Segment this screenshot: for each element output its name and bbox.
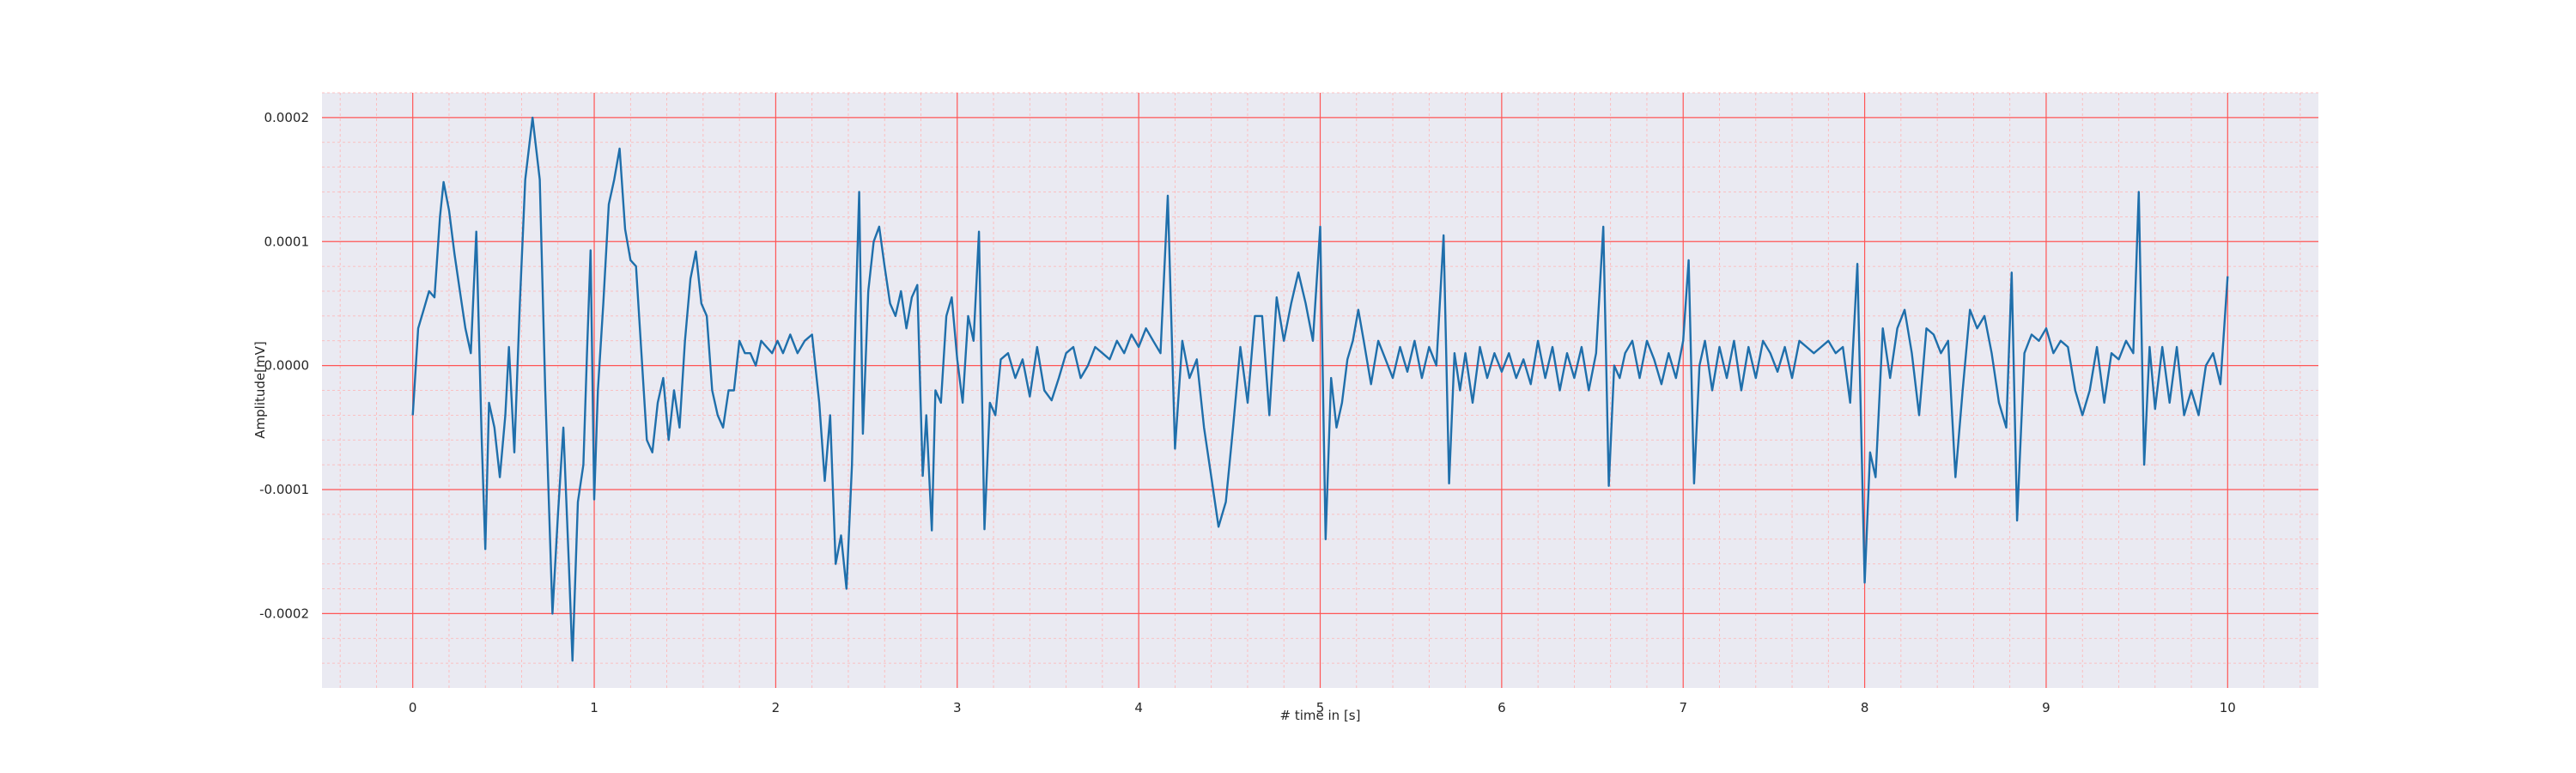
x-tick-label: 10	[2220, 700, 2236, 715]
y-tick-label: 0.0000	[264, 358, 310, 374]
x-tick-label: 0	[409, 700, 417, 715]
y-tick-label: 0.0001	[264, 234, 310, 249]
x-axis-label: # time in [s]	[1280, 708, 1361, 723]
minor-grid	[322, 92, 2318, 688]
x-tick-label: 3	[953, 700, 962, 715]
x-tick-labels: 0 1 2 3 4 5 6 7 8 9 10	[409, 700, 2236, 715]
x-tick-label: 8	[1861, 700, 1869, 715]
y-axis-label: Amplitude[mV]	[252, 341, 268, 438]
y-tick-label: -0.0002	[259, 606, 309, 621]
series-line	[411, 116, 2229, 662]
y-tick-label: -0.0001	[259, 482, 309, 497]
x-tick-label: 4	[1134, 700, 1143, 715]
x-tick-label: 2	[772, 700, 781, 715]
x-tick-label: 1	[590, 700, 598, 715]
y-tick-labels: -0.0002 -0.0001 0.0000 0.0001 0.0002	[259, 110, 309, 622]
x-tick-label: 6	[1498, 700, 1506, 715]
y-tick-label: 0.0002	[264, 110, 310, 125]
x-tick-label: 5	[1316, 700, 1325, 715]
x-tick-label: 7	[1679, 700, 1687, 715]
x-tick-label: 9	[2042, 700, 2050, 715]
